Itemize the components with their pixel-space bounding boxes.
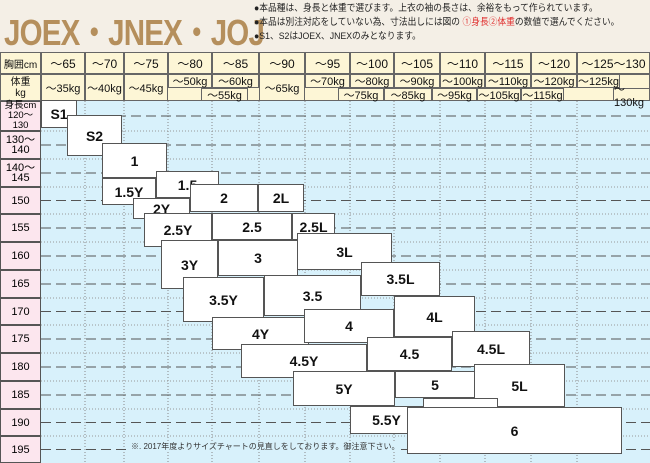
size-box-3l: 3L [297,233,392,270]
weight-cell: ～55kg [201,88,248,102]
weight-cell: ～90kg [394,74,440,88]
height-row-label: 身長cm 120～130 [0,101,41,131]
size-box-5y: 5Y [293,371,395,406]
height-row-label: 195 [0,436,41,463]
weight-cell: ～120kg [531,74,577,88]
chest-cell: ～110 [440,52,485,74]
chest-cell: ～75 [124,52,168,74]
size-box-3: 3 [218,240,298,276]
weight-cell: ～50kg [168,74,212,88]
size-box-4l: 4L [394,296,475,337]
chest-cell: ～80 [168,52,212,74]
footnote: ※. 2017年度よりサイズチャートの見直しをしております。御注意下さい。 [131,441,400,452]
note-2: ●本品は別注対応をしていない為、寸法出しには図の ①身長②体重の数値で選んでくだ… [254,16,619,30]
height-row-label: 120～130 [7,110,34,131]
size-box-4: 4 [304,309,394,343]
size-box-3-5l: 3.5L [361,262,440,296]
height-row-label: 160 [0,242,41,270]
note-text: ●S1、S2はJOEX、JNEXのみとなります。 [254,31,421,42]
chest-cell: ～125～130 [577,52,650,74]
height-row-label: 130～140 [0,131,41,159]
weight-cell: ～115kg [521,88,564,102]
note-text: ●本品種は、身長と体重で選びます。上衣の袖の長さは、余裕をもって作られています。 [254,3,598,14]
weight-cell: ～85kg [384,88,432,102]
chest-cell: ～105 [394,52,440,74]
weight-cell: ～95kg [432,88,477,102]
height-row-label: 150 [0,187,41,214]
chest-cell: ～115 [485,52,531,74]
note-1: ●本品種は、身長と体重で選びます。上衣の袖の長さは、余裕をもって作られています。 [254,2,619,16]
weight-cell: ～70kg [305,74,350,88]
size-box-4-5l: 4.5L [452,331,530,367]
brand-title: JOEX・JNEX・JOJ [4,12,265,53]
weight-cell: ～45kg [124,74,168,101]
weight-cell: ～75kg [338,88,384,102]
height-label: 身長cm [4,100,37,111]
weight-cell: ～100kg [440,74,485,88]
chest-cell: ～65 [41,52,85,74]
height-row-label: 185 [0,381,41,409]
weight-cell: ～105kg [477,88,521,102]
size-box-2l: 2L [258,184,304,212]
chest-cell: ～85 [212,52,259,74]
chest-cell: ～100 [350,52,394,74]
height-row-label: 155 [0,214,41,242]
weight-cell: ～125kg [577,74,620,88]
note-text: の数値で選んでください。 [514,17,620,28]
weight-cell: ～110kg [485,74,531,88]
chest-cell: ～95 [305,52,350,74]
size-box-2-5: 2.5 [212,213,292,240]
height-row-label: 170 [0,298,41,325]
height-row-label: 190 [0,409,41,436]
chest-cell: ～120 [531,52,577,74]
weight-cell: ～80kg [350,74,394,88]
chest-cell: ～90 [259,52,305,74]
notes: ●本品種は、身長と体重で選びます。上衣の袖の長さは、余裕をもって作られています。… [254,2,619,44]
size-box-2: 2 [190,184,258,212]
size-box-3-5y: 3.5Y [183,277,264,322]
note-highlight: ①身長②体重 [462,17,515,28]
weight-cell: ～130kg [613,84,650,109]
height-row-label: 140～145 [0,159,41,187]
height-row-label: 180 [0,353,41,381]
height-row-label: 165 [0,270,41,298]
chest-label: 胸囲cm [0,52,41,74]
size-box-4-5: 4.5 [367,337,452,371]
weight-cell: ～35kg [41,74,85,101]
height-row-label: 175 [0,325,41,353]
weight-label: 体重 kg [0,74,41,101]
size-box-5: 5 [395,371,475,398]
weight-cell: ～60kg [212,74,259,88]
size-box-6: 6 [407,407,622,454]
note-3: ●S1、S2はJOEX、JNEXのみとなります。 [254,30,619,44]
weight-cell: ～65kg [259,74,305,101]
note-text: ●本品は別注対応をしていない為、寸法出しには図の [254,17,463,28]
chest-cell: ～70 [85,52,124,74]
weight-cell: ～40kg [85,74,124,101]
